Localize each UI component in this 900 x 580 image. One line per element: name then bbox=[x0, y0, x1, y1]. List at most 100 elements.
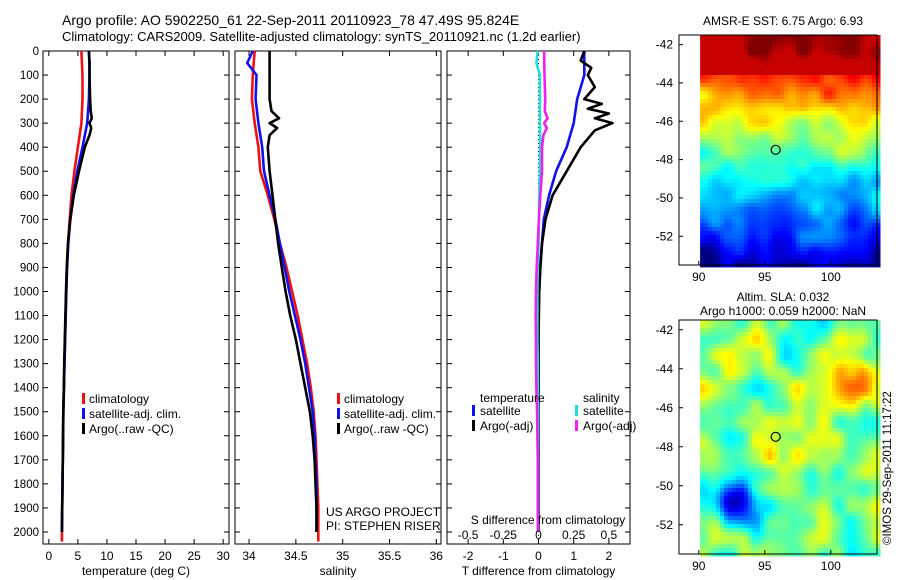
map-cell bbox=[860, 35, 865, 40]
map-cell bbox=[840, 235, 845, 240]
map-cell bbox=[724, 51, 729, 56]
salinity-series-line bbox=[266, 51, 318, 532]
map-cell bbox=[748, 340, 753, 345]
map-cell bbox=[856, 219, 861, 224]
map-cell bbox=[788, 388, 793, 393]
map-cell bbox=[828, 444, 833, 449]
map-cell bbox=[752, 372, 757, 377]
map-cell bbox=[784, 135, 789, 140]
map-cell bbox=[740, 159, 745, 164]
map-cell bbox=[752, 191, 757, 196]
map-cell bbox=[804, 332, 809, 337]
map-cell bbox=[788, 448, 793, 453]
map-cell bbox=[820, 207, 825, 212]
map-cell bbox=[716, 480, 721, 485]
map-cell bbox=[756, 440, 761, 445]
map-cell bbox=[792, 231, 797, 236]
map-cell bbox=[712, 476, 717, 481]
map-cell bbox=[792, 179, 797, 184]
map-cell bbox=[872, 500, 877, 505]
map-cell bbox=[868, 488, 873, 493]
map-cell bbox=[856, 215, 861, 220]
map-cell bbox=[840, 227, 845, 232]
map-cell bbox=[788, 147, 793, 152]
map-cell bbox=[808, 480, 813, 485]
map-cell bbox=[876, 99, 881, 104]
map-cell bbox=[732, 496, 737, 501]
map-cell bbox=[832, 95, 837, 100]
map-cell bbox=[760, 191, 765, 196]
map-cell bbox=[724, 203, 729, 208]
map-cell bbox=[776, 464, 781, 469]
map-cell bbox=[872, 147, 877, 152]
map-cell bbox=[848, 412, 853, 417]
map-cell bbox=[844, 223, 849, 228]
map-cell bbox=[832, 504, 837, 509]
map-cell bbox=[788, 496, 793, 501]
map-cell bbox=[800, 211, 805, 216]
map-cell bbox=[820, 219, 825, 224]
map-cell bbox=[792, 227, 797, 232]
map-cell bbox=[768, 376, 773, 381]
map-cell bbox=[860, 175, 865, 180]
map-cell bbox=[780, 155, 785, 160]
map-cell bbox=[712, 376, 717, 381]
map-cell bbox=[844, 135, 849, 140]
map-cell bbox=[744, 119, 749, 124]
map-cell bbox=[872, 336, 877, 341]
map-cell bbox=[844, 436, 849, 441]
map-cell bbox=[820, 372, 825, 377]
map-cell bbox=[716, 147, 721, 152]
map-cell bbox=[816, 255, 821, 260]
map-cell bbox=[728, 219, 733, 224]
map-cell bbox=[792, 223, 797, 228]
map-cell bbox=[832, 472, 837, 477]
map-cell bbox=[844, 91, 849, 96]
map-cell bbox=[716, 187, 721, 192]
map-cell bbox=[756, 444, 761, 449]
map-cell bbox=[720, 412, 725, 417]
map-cell bbox=[764, 187, 769, 192]
map-cell bbox=[740, 175, 745, 180]
map-cell bbox=[744, 87, 749, 92]
map-cell bbox=[860, 59, 865, 64]
map-cell bbox=[740, 436, 745, 441]
map-cell bbox=[756, 175, 761, 180]
map-cell bbox=[840, 139, 845, 144]
map-cell bbox=[872, 91, 877, 96]
map-cell bbox=[860, 380, 865, 385]
map-cell bbox=[792, 119, 797, 124]
map-cell bbox=[768, 368, 773, 373]
map-cell bbox=[832, 143, 837, 148]
map-cell bbox=[872, 79, 877, 84]
map-cell bbox=[724, 239, 729, 244]
map-cell bbox=[836, 163, 841, 168]
map-cell bbox=[836, 35, 841, 40]
map-cell bbox=[860, 211, 865, 216]
map-cell bbox=[724, 191, 729, 196]
map-cell bbox=[792, 328, 797, 333]
map-cell bbox=[712, 488, 717, 493]
map-cell bbox=[796, 396, 801, 401]
map-cell bbox=[788, 328, 793, 333]
map-cell bbox=[780, 504, 785, 509]
map-cell bbox=[764, 324, 769, 329]
map-cell bbox=[840, 484, 845, 489]
map-cell bbox=[872, 488, 877, 493]
map-cell bbox=[848, 147, 853, 152]
map-cell bbox=[716, 87, 721, 92]
map-cell bbox=[784, 223, 789, 228]
map-cell bbox=[752, 135, 757, 140]
map-cell bbox=[704, 187, 709, 192]
map-cell bbox=[704, 135, 709, 140]
map-cell bbox=[808, 472, 813, 477]
map-cell bbox=[872, 360, 877, 365]
map-cell bbox=[776, 143, 781, 148]
map-cell bbox=[832, 47, 837, 52]
map-cell bbox=[812, 436, 817, 441]
map-cell bbox=[832, 251, 837, 256]
map-cell bbox=[804, 103, 809, 108]
map-cell bbox=[768, 464, 773, 469]
map-cell bbox=[868, 35, 873, 40]
map-cell bbox=[796, 480, 801, 485]
